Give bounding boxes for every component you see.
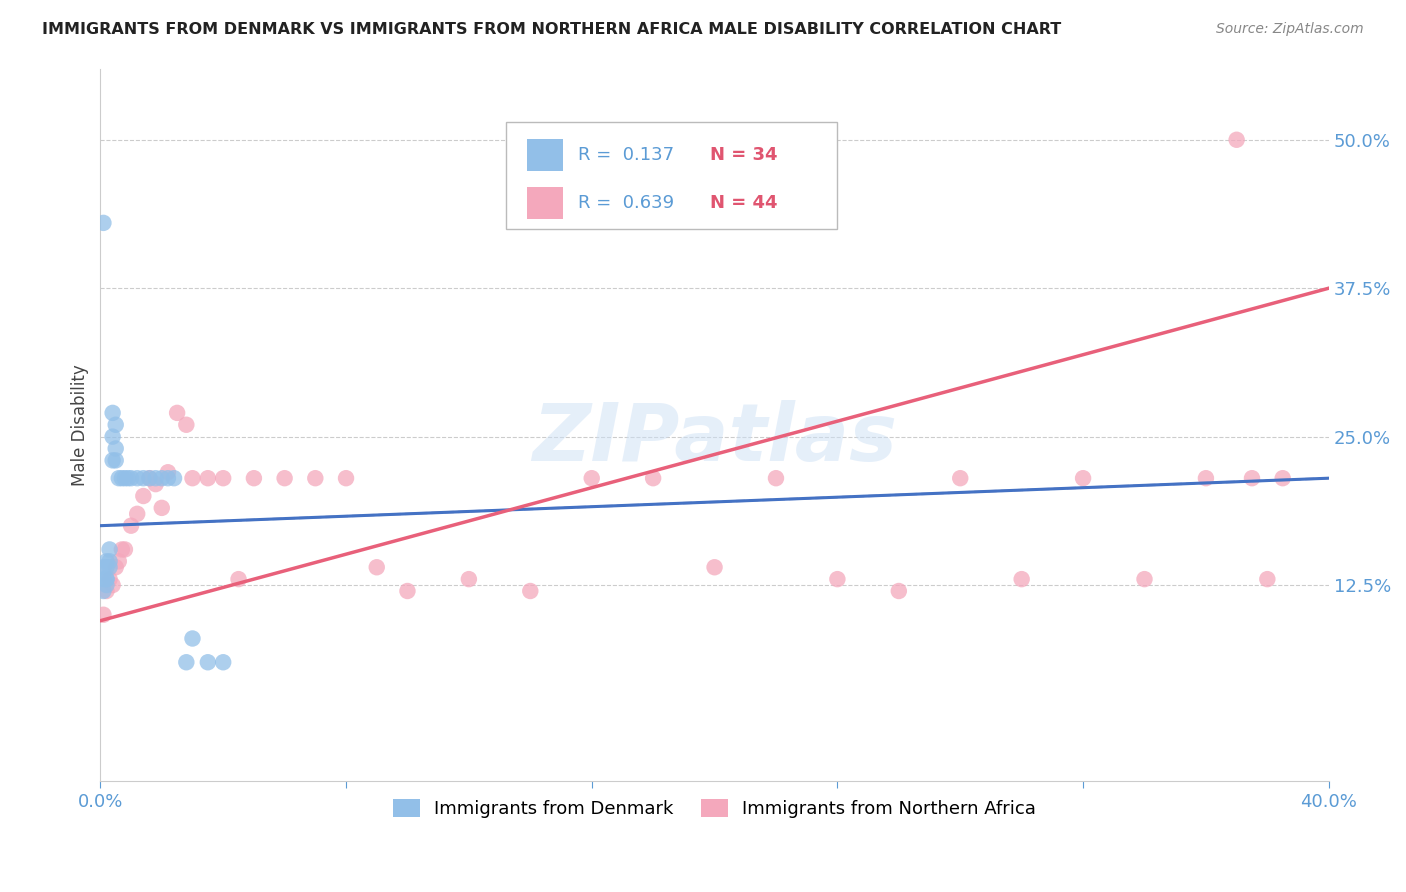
Point <box>643 471 665 485</box>
Point <box>138 471 160 485</box>
Point <box>1271 471 1294 485</box>
Point <box>132 489 155 503</box>
Text: N = 34: N = 34 <box>710 146 778 164</box>
Point <box>181 632 204 646</box>
Point <box>96 578 118 592</box>
Point <box>273 471 295 485</box>
Point <box>104 442 127 456</box>
Point <box>127 471 149 485</box>
Point <box>96 572 118 586</box>
Point <box>98 560 121 574</box>
Point <box>1240 471 1263 485</box>
Point <box>1011 572 1033 586</box>
Text: ZIPatlas: ZIPatlas <box>531 400 897 478</box>
Point <box>96 560 118 574</box>
Point <box>1071 471 1094 485</box>
Point <box>212 655 235 669</box>
Point <box>150 500 173 515</box>
Point <box>163 471 186 485</box>
Text: IMMIGRANTS FROM DENMARK VS IMMIGRANTS FROM NORTHERN AFRICA MALE DISABILITY CORRE: IMMIGRANTS FROM DENMARK VS IMMIGRANTS FR… <box>42 22 1062 37</box>
Point <box>93 560 115 574</box>
Point <box>96 572 118 586</box>
Point <box>104 417 127 432</box>
Point <box>93 607 115 622</box>
Point <box>304 471 326 485</box>
Point <box>98 554 121 568</box>
Point <box>96 584 118 599</box>
Point <box>120 518 142 533</box>
Point <box>396 584 419 599</box>
Point <box>181 471 204 485</box>
Point <box>104 560 127 574</box>
Point <box>228 572 250 586</box>
Point <box>949 471 972 485</box>
Point <box>127 507 149 521</box>
Point <box>335 471 357 485</box>
Point <box>212 471 235 485</box>
Point <box>104 453 127 467</box>
Point <box>703 560 725 574</box>
Point <box>98 542 121 557</box>
Point <box>101 453 124 467</box>
Point <box>145 471 167 485</box>
Point <box>176 655 198 669</box>
Point <box>457 572 479 586</box>
Point <box>166 406 188 420</box>
Point <box>156 471 179 485</box>
Point <box>107 554 129 568</box>
Point <box>366 560 388 574</box>
Point <box>93 572 115 586</box>
Point <box>197 655 219 669</box>
Text: Source: ZipAtlas.com: Source: ZipAtlas.com <box>1216 22 1364 37</box>
Point <box>887 584 910 599</box>
Point <box>156 465 179 479</box>
FancyBboxPatch shape <box>506 122 838 229</box>
Point <box>98 572 121 586</box>
Text: N = 44: N = 44 <box>710 194 778 212</box>
Point <box>176 417 198 432</box>
Point <box>107 471 129 485</box>
Point <box>96 554 118 568</box>
Point <box>132 471 155 485</box>
Point <box>1195 471 1218 485</box>
Point <box>145 477 167 491</box>
Point <box>243 471 266 485</box>
Point <box>93 216 115 230</box>
Point <box>114 471 136 485</box>
Point <box>1133 572 1156 586</box>
Point <box>150 471 173 485</box>
Point <box>101 406 124 420</box>
Point <box>827 572 849 586</box>
Point <box>765 471 787 485</box>
Point <box>1226 133 1249 147</box>
Point <box>101 578 124 592</box>
Point <box>114 542 136 557</box>
Point <box>197 471 219 485</box>
Y-axis label: Male Disability: Male Disability <box>72 364 89 485</box>
Text: R =  0.137: R = 0.137 <box>578 146 675 164</box>
Point <box>1256 572 1278 586</box>
Text: R =  0.639: R = 0.639 <box>578 194 675 212</box>
Point <box>101 429 124 443</box>
FancyBboxPatch shape <box>527 187 564 219</box>
Point <box>519 584 541 599</box>
Point <box>120 471 142 485</box>
Point <box>581 471 603 485</box>
Point <box>117 471 139 485</box>
Point <box>93 584 115 599</box>
FancyBboxPatch shape <box>527 139 564 171</box>
Point <box>138 471 160 485</box>
Legend: Immigrants from Denmark, Immigrants from Northern Africa: Immigrants from Denmark, Immigrants from… <box>385 791 1043 825</box>
Point <box>111 542 134 557</box>
Point <box>111 471 134 485</box>
